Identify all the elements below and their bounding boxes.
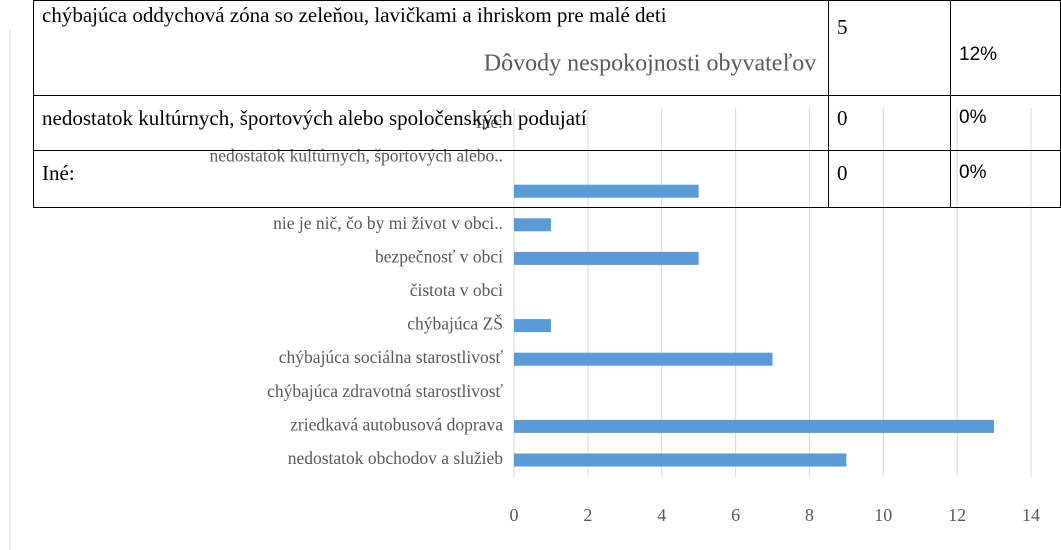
y-tick-label: zriedkavá autobusová doprava bbox=[290, 414, 503, 434]
x-tick-label: 6 bbox=[731, 505, 740, 525]
y-tick-label: Iné: bbox=[476, 112, 503, 132]
x-tick-label: 4 bbox=[657, 505, 666, 525]
table-cell: chýbajúca oddychová zóna so zeleňou, lav… bbox=[33, 0, 829, 96]
bar bbox=[514, 251, 699, 265]
y-tick-label: chýbajúca ZŠ bbox=[407, 314, 503, 334]
bar bbox=[514, 218, 551, 232]
table-cell: nedostatok kultúrnych, športových alebo … bbox=[33, 95, 829, 151]
chart-title: Dôvody nespokojnosti obyvateľov bbox=[484, 51, 816, 77]
x-tick-label: 8 bbox=[805, 505, 814, 525]
bar bbox=[514, 453, 847, 467]
x-tick-label: 2 bbox=[583, 505, 592, 525]
table-cell: 5 bbox=[828, 0, 951, 96]
y-tick-label: nie je nič, čo by mi život v obci.. bbox=[273, 213, 503, 233]
x-tick-label: 10 bbox=[874, 505, 892, 525]
x-tick-label: 0 bbox=[510, 505, 519, 525]
y-tick-label: bezpečnosť v obci bbox=[375, 246, 503, 266]
y-tick-label: chýbajúca sociálna starostlivosť bbox=[279, 347, 504, 367]
bar bbox=[514, 184, 699, 198]
table-cell: Iné: bbox=[33, 150, 829, 208]
table-cell: 12% bbox=[950, 0, 1061, 96]
bar bbox=[514, 352, 773, 366]
bar bbox=[514, 319, 551, 333]
table-cell: 0 bbox=[828, 95, 951, 151]
table-cell: 0% bbox=[950, 150, 1061, 208]
y-tick-label: chýbajúca zdravotná starostlivosť bbox=[267, 381, 503, 401]
x-tick-label: 14 bbox=[1022, 505, 1040, 525]
x-tick-label: 12 bbox=[948, 505, 966, 525]
table-cell: 0% bbox=[950, 95, 1061, 151]
bar bbox=[514, 419, 995, 433]
y-tick-label: nedostatok obchodov a služieb bbox=[288, 448, 504, 468]
table-cell: 0 bbox=[828, 150, 951, 208]
y-tick-label: čistota v obci bbox=[410, 280, 503, 300]
